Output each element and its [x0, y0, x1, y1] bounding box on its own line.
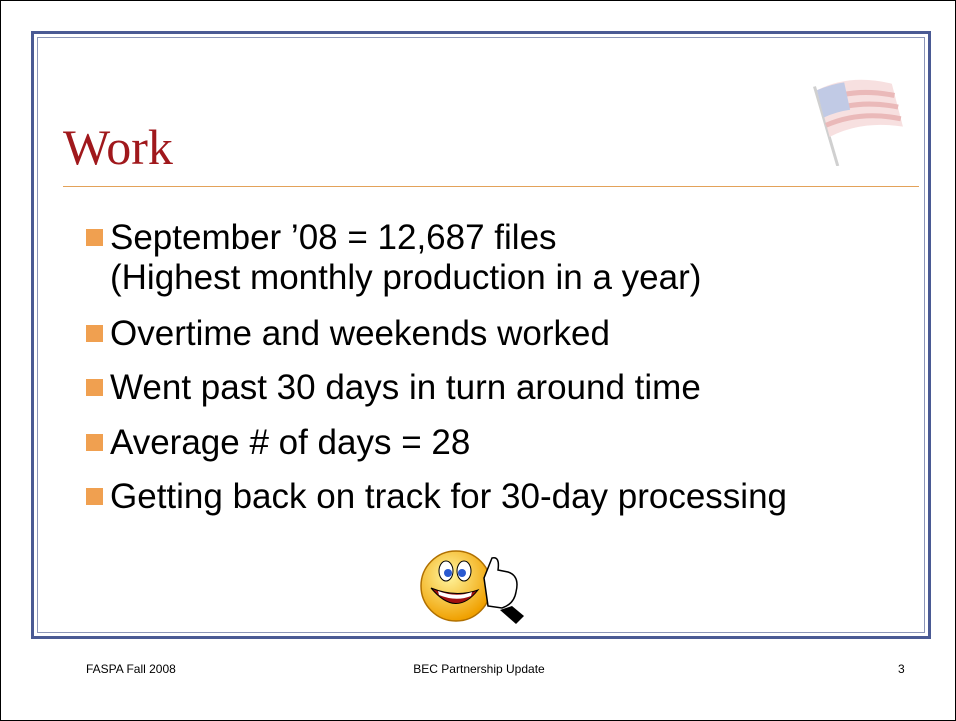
page-number: 3	[898, 662, 905, 676]
bullet-marker	[86, 379, 103, 396]
bullet-text: Went past 30 days in turn around time	[110, 368, 701, 408]
bullet-text: Getting back on track for 30-day process…	[110, 477, 787, 517]
bullet-text: Overtime and weekends worked	[110, 314, 610, 354]
flag-icon	[801, 71, 911, 166]
bullet-text: (Highest monthly production in a year)	[110, 258, 701, 298]
bullet-marker	[86, 325, 103, 342]
bullet-marker	[86, 488, 103, 505]
bullet-marker	[86, 434, 103, 451]
title-rule	[63, 186, 919, 187]
slide: Work September ’08 = 12,687 files (Highe…	[0, 0, 956, 721]
bullet-marker	[86, 229, 103, 246]
page: Work September ’08 = 12,687 files (Highe…	[0, 0, 956, 721]
bullet-text: September ’08 = 12,687 files	[110, 218, 557, 258]
smiley-icon	[416, 546, 536, 626]
slide-title: Work	[63, 119, 173, 175]
footer-center: BEC Partnership Update	[1, 662, 956, 676]
bullet-text: Average # of days = 28	[110, 423, 470, 463]
